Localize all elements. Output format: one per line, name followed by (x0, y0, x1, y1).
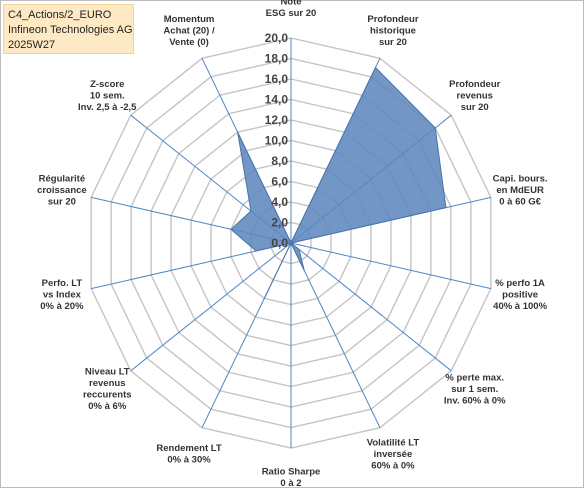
radar-data-area (230, 66, 447, 299)
tick-label: 18,0 (265, 52, 289, 66)
axis-label: Momentum Achat (20) / Vente (0) (163, 14, 215, 48)
tick-label: 4,0 (271, 195, 288, 209)
axis-label: % perfo 1A positive 40% à 100% (493, 278, 547, 312)
tick-label: 0,0 (271, 236, 288, 250)
title-line-portfolio: C4_Actions/2_EURO (8, 9, 112, 21)
tick-label: 14,0 (265, 93, 289, 107)
tick-label: 10,0 (265, 134, 289, 148)
axis-label: Note ESG sur 20 (266, 0, 317, 19)
chart-title-box: C4_Actions/2_EURO Infineon Technologies … (3, 4, 134, 54)
radar-axis-labels: Note ESG sur 20 Profondeur historique sur 20… (37, 0, 548, 488)
axis-label: Perfo. LT vs Index 0% à 20% (40, 278, 84, 312)
tick-label: 16,0 (265, 72, 289, 86)
tick-label: 12,0 (265, 113, 289, 127)
spoke-line (290, 242, 452, 372)
tick-label: 20,0 (265, 31, 289, 45)
tick-label: 8,0 (271, 154, 288, 168)
series-area (230, 66, 447, 299)
spoke-line (290, 242, 491, 290)
axis-label: Profondeur historique sur 20 (367, 14, 418, 48)
axis-label: Z-score 10 sem. Inv. 2,5 à -2,5 (78, 79, 137, 113)
axis-label: Rendement LT 0% à 30% (156, 443, 221, 466)
axis-label: Profondeur revenus sur 20 (449, 79, 500, 113)
tick-label: 6,0 (271, 175, 288, 189)
axis-label: Capi. bours. en MdEUR 0 à 60 G€ (493, 173, 548, 207)
axis-label: Régularité croissance sur 20 (37, 173, 87, 207)
tick-label: 2,0 (271, 216, 288, 230)
title-line-week: 2025W27 (8, 39, 56, 51)
title-line-company: Infineon Technologies AG (8, 24, 133, 36)
axis-label: Volatilité LT inversée 60% à 0% (367, 437, 420, 471)
spoke-line (130, 242, 292, 372)
axis-label: % perte max. sur 1 sem. Inv. 60% à 0% (444, 372, 506, 406)
spoke-line (290, 242, 381, 428)
axis-label: Niveau LT revenus reccurents 0% à 6% (83, 367, 132, 413)
axis-label: Ratio Sharpe 0 à 2 (262, 467, 321, 488)
radar-tick-labels: 0,0 2,0 4,0 6,0 8,0 10,0 12,0 14,0 16,0 18,0 20,0 (265, 31, 289, 250)
